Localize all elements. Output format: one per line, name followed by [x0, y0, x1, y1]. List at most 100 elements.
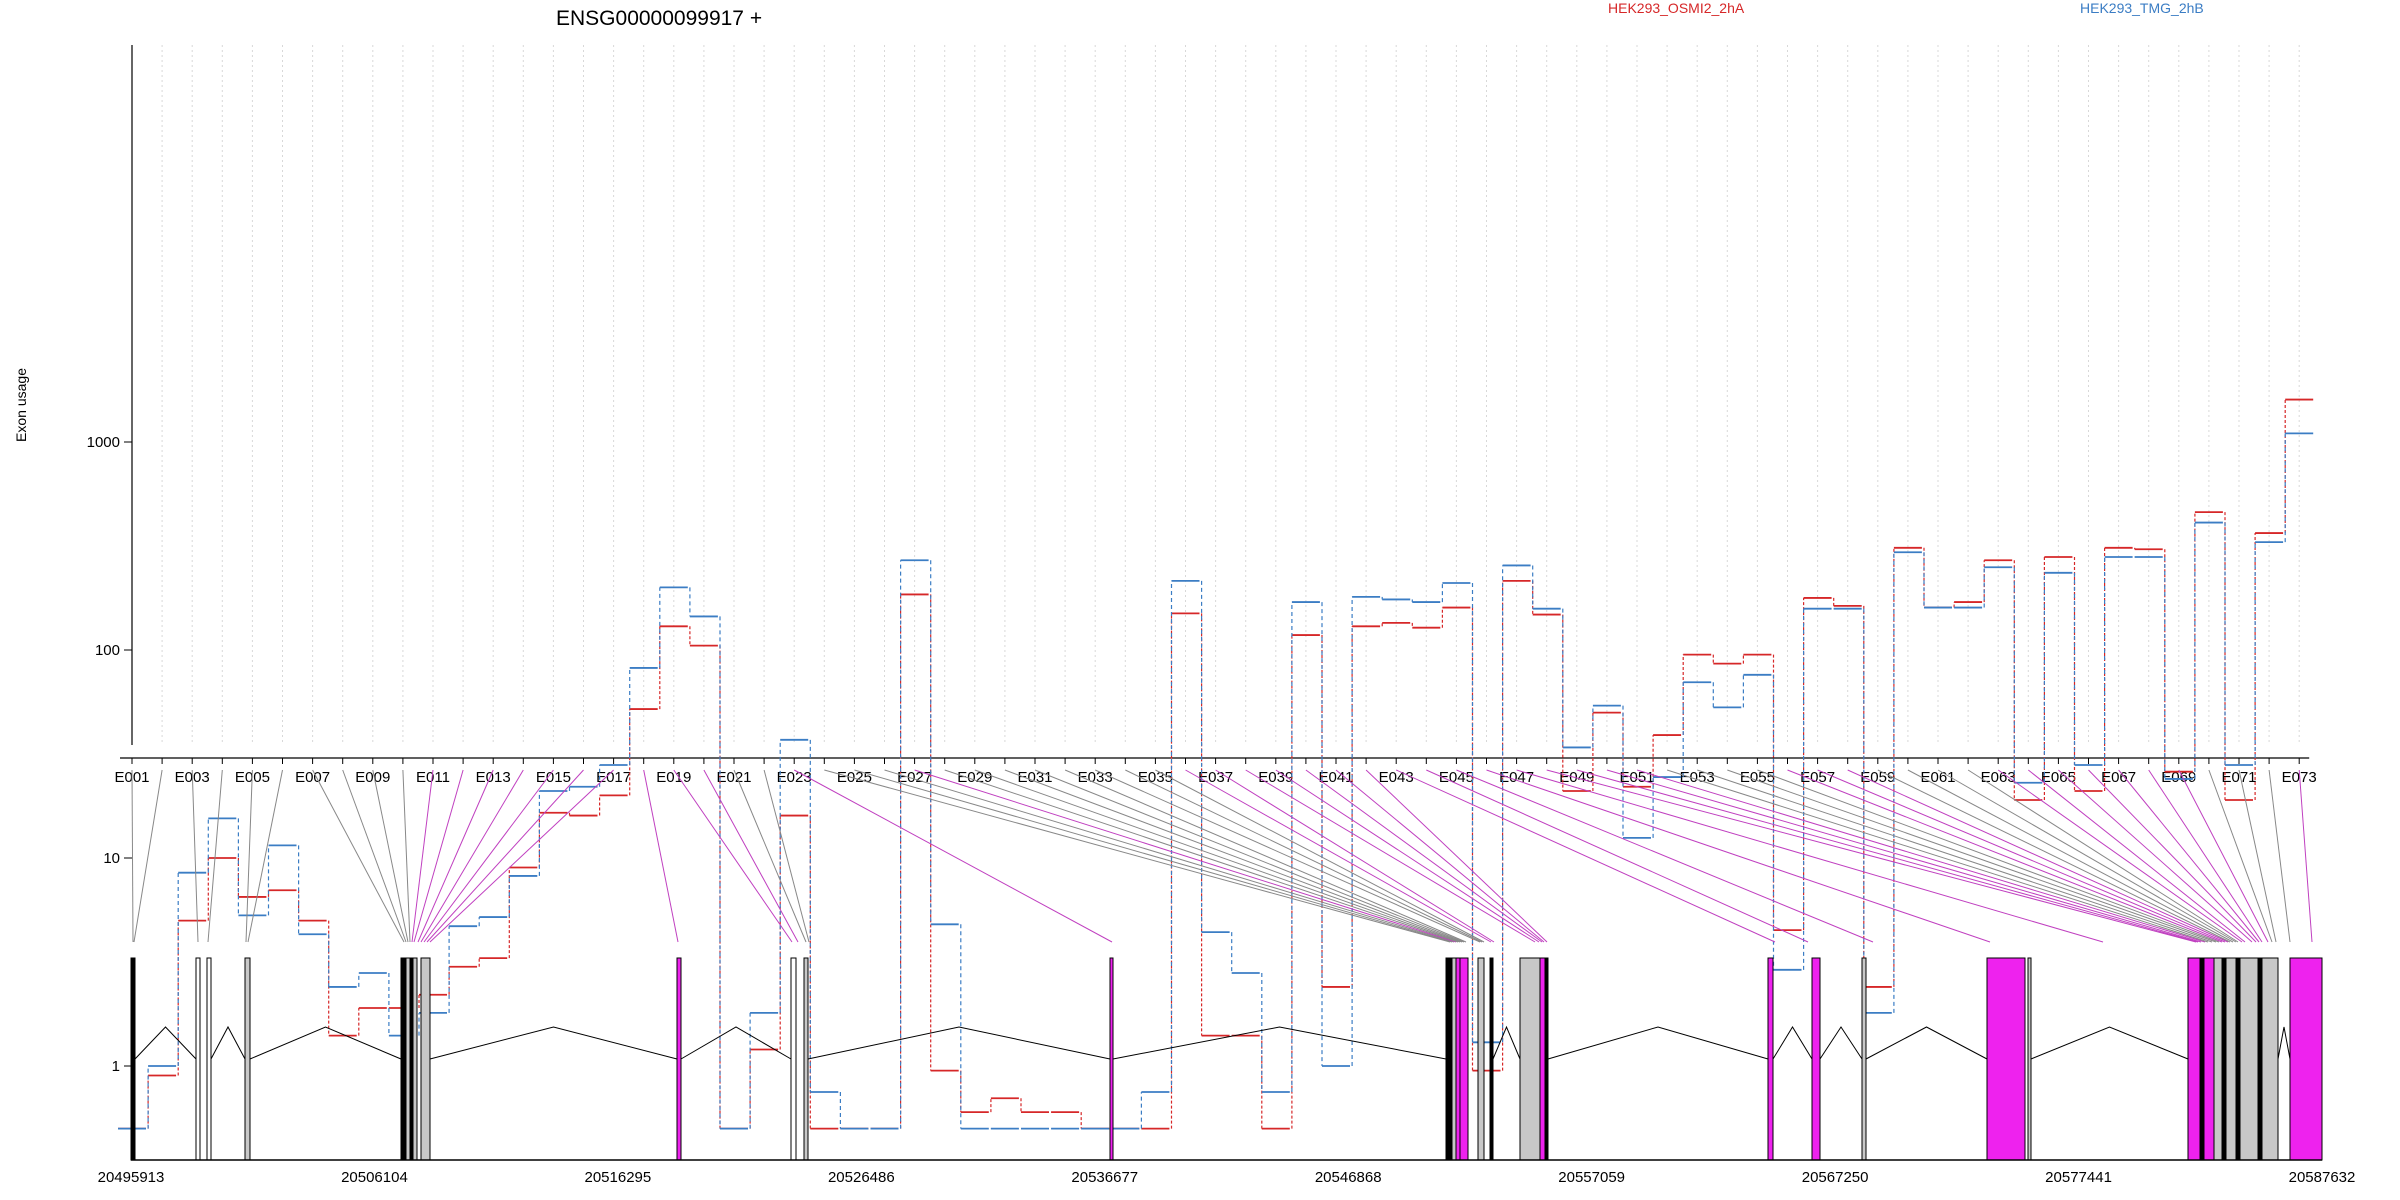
y-axis: 1 10 100 1000	[87, 45, 133, 1075]
connector-e006	[247, 769, 283, 943]
connector-e023	[793, 769, 1113, 943]
connector-e070	[2208, 769, 2273, 943]
genomic-tick-label-20557059: 20557059	[1558, 1169, 1625, 1186]
exon-block-37	[2261, 957, 2279, 1161]
x-tick-label-e029: E029	[957, 769, 992, 786]
genomic-tick-label-20495913: 20495913	[98, 1169, 165, 1186]
intron-7	[1112, 1026, 1447, 1060]
intron-9	[1547, 1026, 1769, 1060]
exon-block-23	[1767, 957, 1774, 1161]
exon-block-3	[206, 957, 212, 1161]
connector-e024	[824, 769, 1451, 943]
connector-e058	[1847, 769, 2229, 943]
connector-e063	[1997, 769, 2243, 943]
exon-block-29	[2199, 957, 2205, 1161]
connector-e008	[342, 769, 407, 943]
exon-block-2	[195, 957, 201, 1161]
x-tick-label-e059: E059	[1860, 769, 1895, 786]
exon-block-17	[1459, 957, 1469, 1161]
exon-block-4	[244, 957, 251, 1161]
exon-block-5	[400, 957, 407, 1161]
connector-e025	[854, 769, 1453, 943]
exon-block-21	[1539, 957, 1546, 1161]
connector-e009	[372, 769, 409, 943]
connector-e015	[423, 769, 554, 943]
x-tick-label-e017: E017	[596, 769, 631, 786]
exon-block-9	[420, 957, 431, 1161]
exon-block-18	[1477, 957, 1485, 1161]
connector-e018	[643, 769, 679, 943]
x-tick-label-e073: E073	[2282, 769, 2317, 786]
x-tick-label-e071: E071	[2221, 769, 2256, 786]
exon-block-30	[2203, 957, 2215, 1161]
connector-e028	[944, 769, 1459, 943]
exon-block-27	[2027, 957, 2032, 1161]
exon-block-10	[676, 957, 682, 1161]
x-tick-label-e039: E039	[1258, 769, 1293, 786]
genomic-tick-label-20587632: 20587632	[2289, 1169, 2356, 1186]
exon-block-35	[2239, 957, 2259, 1161]
connector-e042	[1365, 769, 1548, 943]
legend-entry-series-2: HEK293_TMG_2hB	[2080, 0, 2204, 16]
x-tick-label-e009: E009	[355, 769, 390, 786]
x-tick-label-e055: E055	[1740, 769, 1775, 786]
intron-11	[1819, 1026, 1863, 1060]
x-tick-label-e065: E065	[2041, 769, 2076, 786]
connector-e064	[2027, 769, 2246, 943]
exon-block-1	[130, 957, 136, 1161]
connector-e036	[1185, 769, 1492, 943]
genomic-tick-label-20577441: 20577441	[2045, 1169, 2112, 1186]
connector-e052	[1666, 769, 2209, 943]
connector-e031	[1034, 769, 1465, 943]
x-tick-label-e015: E015	[536, 769, 571, 786]
x-tick-label-e007: E007	[295, 769, 330, 786]
connector-e056	[1787, 769, 2223, 943]
genomic-tick-label-20546868: 20546868	[1315, 1169, 1382, 1186]
x-tick-label-e033: E033	[1078, 769, 1113, 786]
connector-e029	[974, 769, 1461, 943]
connector-e047	[1516, 769, 2104, 943]
y-tick-label-1000: 1000	[87, 434, 120, 451]
x-tick-label-e019: E019	[656, 769, 691, 786]
genomic-tick-label-20516295: 20516295	[585, 1169, 652, 1186]
connector-e062	[1967, 769, 2239, 943]
legend-entry-series-1: HEK293_OSMI2_2hA	[1608, 0, 1745, 16]
exon-connector-lines	[131, 769, 2313, 943]
connector-e020	[703, 769, 799, 943]
connector-e049	[1576, 769, 2199, 943]
grid-lines	[131, 45, 2300, 745]
connector-e027	[914, 769, 1457, 943]
connector-e016	[426, 769, 584, 943]
connector-e005	[245, 769, 253, 943]
x-tick-label-e063: E063	[1981, 769, 2016, 786]
intron-10	[1772, 1026, 1813, 1060]
x-tick-label-e025: E025	[837, 769, 872, 786]
connector-e046	[1486, 769, 1991, 943]
chart-title: ENSG00000099917 +	[556, 7, 762, 30]
connector-e069	[2178, 769, 2269, 943]
genomic-tick-label-20526486: 20526486	[828, 1169, 895, 1186]
exon-block-25	[1861, 957, 1867, 1161]
exon-block-16	[1455, 957, 1461, 1161]
connector-e059	[1877, 769, 2231, 943]
connector-e003	[191, 769, 199, 943]
exon-block-36	[2257, 957, 2263, 1161]
connector-e048	[1546, 769, 2197, 943]
connector-e061	[1937, 769, 2237, 943]
x-tick-label-e047: E047	[1499, 769, 1534, 786]
y-tick-label-1: 1	[112, 1058, 120, 1075]
intron-12	[1865, 1026, 1988, 1060]
x-tick-label-e043: E043	[1379, 769, 1414, 786]
connector-e038	[1245, 769, 1536, 943]
connector-e051	[1636, 769, 2206, 943]
exon-block-12	[803, 957, 809, 1161]
x-tick-label-e069: E069	[2161, 769, 2196, 786]
connector-e060	[1907, 769, 2234, 943]
connector-e010	[402, 769, 411, 943]
exon-block-31	[2213, 957, 2223, 1161]
x-tick-label-e021: E021	[716, 769, 751, 786]
connector-e045	[1456, 769, 1874, 943]
intron-3	[249, 1026, 402, 1060]
connector-e073	[2298, 769, 2313, 943]
